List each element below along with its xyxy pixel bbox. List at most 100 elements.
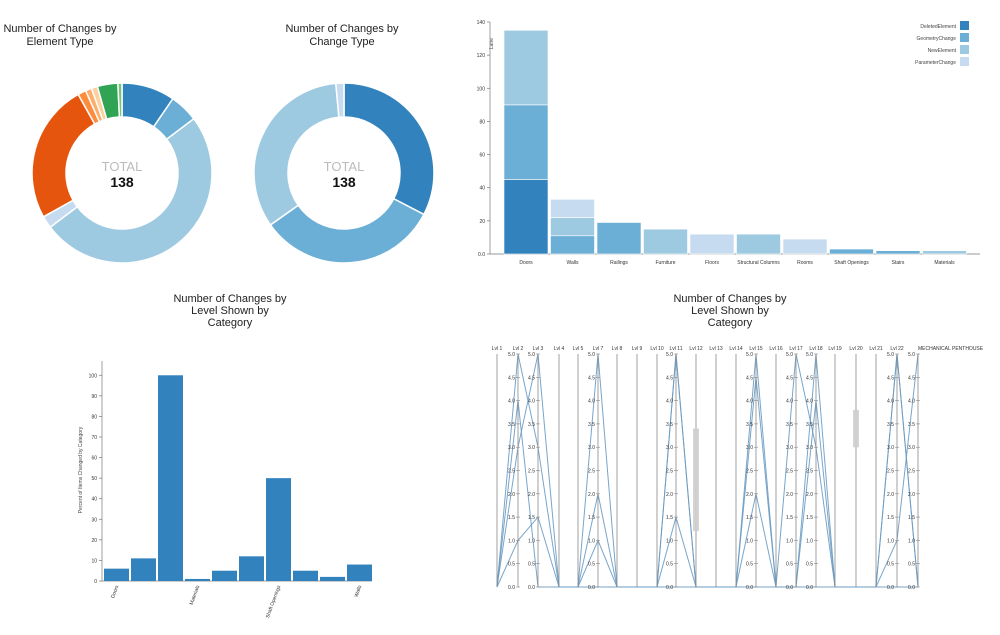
parallel-brush[interactable]: [693, 428, 699, 532]
parallel-axis-label: Lvl 9: [632, 346, 643, 352]
stacked-bar-legend-label: NewElement: [928, 48, 957, 54]
parallel-tick: 0.0: [508, 585, 515, 591]
parallel-tick: 1.5: [508, 515, 515, 521]
donut-element-slice-9[interactable]: [117, 82, 123, 118]
parallel-line-2[interactable]: [496, 353, 919, 588]
percent-bar-7[interactable]: [293, 570, 318, 581]
parallel-tick: 2.0: [786, 492, 793, 498]
stacked-bar-xlabel: Walls: [566, 260, 579, 266]
percent-bar-9[interactable]: [347, 564, 372, 581]
percent-bar-ytick: 20: [91, 538, 97, 544]
parallel-tick: 0.5: [666, 562, 673, 568]
donut-change-slice-2[interactable]: [253, 82, 340, 226]
parallel-tick: 0.0: [887, 585, 894, 591]
parallel-axis-label: Lvl 18: [809, 346, 823, 352]
parallel-axis-label: Lvl 12: [689, 346, 703, 352]
parallel-tick: 2.5: [746, 469, 753, 475]
parallel-axis-label: Lvl 21: [869, 346, 883, 352]
parallel-axis-label: Lvl 5: [573, 346, 584, 352]
stacked-bar-ytick: 120: [477, 53, 486, 59]
parallel-tick: 0.0: [806, 585, 813, 591]
parallel-line-1[interactable]: [496, 353, 919, 588]
parallel-tick: 2.5: [508, 469, 515, 475]
donut-element-slice-2[interactable]: [49, 117, 213, 264]
percent-bar-ytick: 30: [91, 517, 97, 523]
parallel-tick: 3.5: [528, 422, 535, 428]
parallel-tick: 3.5: [746, 422, 753, 428]
percent-bar-1[interactable]: [131, 558, 156, 581]
parallel-tick: 3.5: [806, 422, 813, 428]
parallel-tick: 2.5: [666, 469, 673, 475]
stacked-bar-xlabel: Doors: [519, 260, 533, 266]
stacked-bar-2-3[interactable]: [643, 228, 688, 255]
parallel-tick: 0.5: [508, 562, 515, 568]
parallel-tick: 3.0: [528, 445, 535, 451]
stacked-bar-1-8[interactable]: [875, 250, 921, 255]
parallel-axis-label: Lvl 13: [709, 346, 723, 352]
donut-change-slice-3[interactable]: [335, 82, 345, 119]
parallel-tick: 1.0: [746, 538, 753, 544]
donut-change-slice-0[interactable]: [343, 82, 435, 216]
parallel-tick: 2.5: [806, 469, 813, 475]
parallel-tick: 4.5: [806, 375, 813, 381]
percent-bar-title-1: Number of Changes by: [173, 293, 287, 305]
parallel-title-2: Level Shown by: [691, 305, 769, 317]
parallel-tick: 3.0: [746, 445, 753, 451]
percent-bar-ytick: 100: [89, 373, 98, 379]
donut-change-total-value: 138: [332, 174, 356, 190]
parallel-tick: 3.5: [908, 422, 915, 428]
stacked-bar-1-0[interactable]: [503, 104, 549, 180]
stacked-bar-3-6[interactable]: [782, 238, 828, 255]
stacked-bar-2-9[interactable]: [922, 250, 967, 255]
percent-bar-3[interactable]: [185, 578, 210, 581]
stacked-bar-2-5[interactable]: [736, 233, 781, 255]
percent-bar-6[interactable]: [266, 478, 291, 581]
parallel-title-3: Category: [708, 317, 753, 329]
parallel-tick: 3.0: [786, 445, 793, 451]
stacked-bar-ytick: 20: [479, 219, 485, 225]
stacked-bar-1-2[interactable]: [596, 222, 642, 255]
percent-bar-ytick: 0: [94, 579, 97, 585]
stacked-bar-3-1[interactable]: [550, 199, 595, 218]
parallel-axis-label: Lvl 22: [890, 346, 904, 352]
percent-bar-ytick: 90: [91, 394, 97, 400]
stacked-bar-2-0[interactable]: [503, 29, 549, 106]
parallel-tick: 0.5: [887, 562, 894, 568]
percent-bar-4[interactable]: [212, 570, 237, 581]
stacked-bar-xlabel: Stairs: [892, 260, 905, 266]
parallel-tick: 2.0: [528, 492, 535, 498]
percent-bar-0[interactable]: [104, 568, 129, 581]
percent-bar-ytick: 80: [91, 414, 97, 420]
parallel-brush[interactable]: [853, 409, 859, 448]
parallel-tick: 4.0: [887, 399, 894, 405]
parallel-tick: 1.0: [666, 538, 673, 544]
percent-bar-ytick: 40: [91, 497, 97, 503]
parallel-tick: 0.5: [746, 562, 753, 568]
stacked-bar-legend-label: DeletedElement: [920, 24, 956, 30]
stacked-bar-xlabel: Rooms: [797, 260, 813, 266]
parallel-tick: 4.0: [508, 399, 515, 405]
parallel-tick: 4.0: [588, 399, 595, 405]
percent-bar-chart: Number of Changes by Level Shown by Cate…: [78, 293, 372, 619]
percent-bar-8[interactable]: [320, 576, 345, 581]
parallel-line-3[interactable]: [496, 353, 919, 588]
stacked-bar-1-7[interactable]: [829, 248, 874, 255]
parallel-title-1: Number of Changes by: [673, 293, 787, 305]
stacked-bar-3-4[interactable]: [689, 233, 735, 255]
donut-change-slice-1[interactable]: [269, 197, 425, 264]
percent-bar-title-3: Category: [208, 317, 253, 329]
parallel-tick: 0.5: [786, 562, 793, 568]
stacked-bar-xlabel: Floors: [705, 260, 719, 266]
percent-bar-2[interactable]: [158, 375, 183, 581]
stacked-bar-ytick: 0.0: [478, 252, 485, 258]
parallel-tick: 3.0: [666, 445, 673, 451]
parallel-tick: 2.5: [528, 469, 535, 475]
percent-bar-ytick: 60: [91, 456, 97, 462]
parallel-tick: 0.0: [666, 585, 673, 591]
parallel-tick: 4.5: [528, 375, 535, 381]
parallel-tick: 1.0: [786, 538, 793, 544]
stacked-bar-ytick: 60: [479, 153, 485, 159]
percent-bar-5[interactable]: [239, 556, 264, 581]
parallel-tick: 5.0: [666, 352, 673, 358]
parallel-tick: 5.0: [746, 352, 753, 358]
